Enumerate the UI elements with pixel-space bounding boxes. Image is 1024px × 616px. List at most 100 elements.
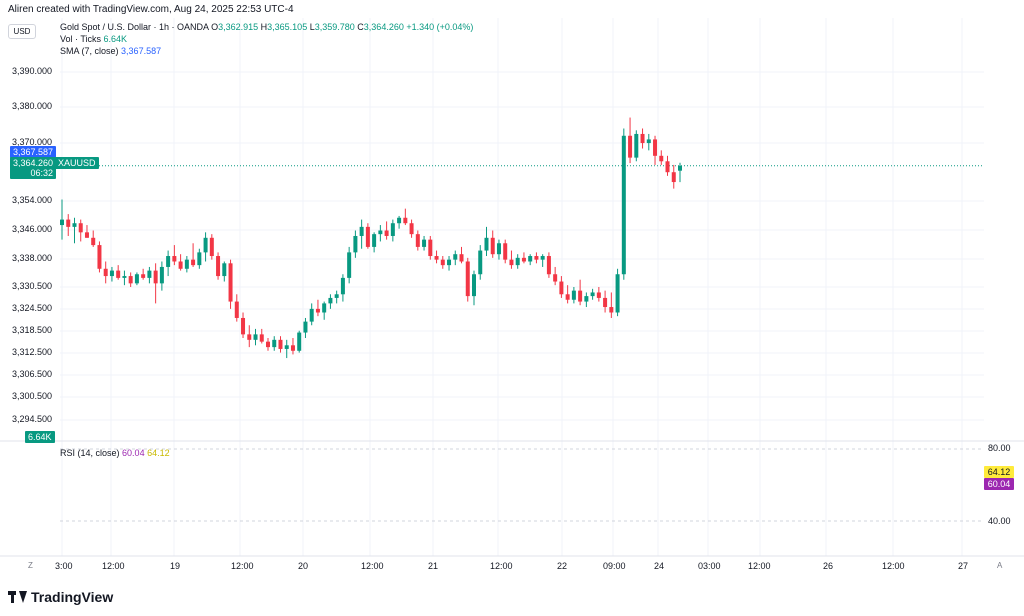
rsi-badge: 60.04 bbox=[984, 478, 1014, 490]
price-chart[interactable] bbox=[0, 0, 1024, 576]
candle-body bbox=[259, 334, 264, 342]
auto-scale-button[interactable]: A bbox=[997, 561, 1003, 570]
time-tick: 12:00 bbox=[882, 561, 905, 571]
credit-bar: Aliren created with TradingView.com, Aug… bbox=[0, 0, 1024, 18]
price-tick: 3,346.000 bbox=[12, 224, 53, 234]
candle-body bbox=[434, 256, 439, 260]
candle-body bbox=[284, 345, 289, 349]
candle-body bbox=[153, 270, 158, 284]
candle-body bbox=[590, 292, 595, 297]
candle-body bbox=[596, 292, 601, 298]
candle-body bbox=[203, 237, 208, 253]
symbol-name: Gold Spot / U.S. Dollar · 1h · OANDA bbox=[60, 22, 209, 32]
candle-body bbox=[166, 256, 171, 267]
candle-body bbox=[290, 345, 295, 351]
price-tick: 3,354.000 bbox=[12, 195, 53, 205]
timezone-button[interactable]: Z bbox=[28, 561, 33, 570]
candle-body bbox=[60, 219, 64, 226]
time-tick: 24 bbox=[654, 561, 665, 571]
candle-body bbox=[109, 270, 114, 277]
ohlc-low: 3,359.780 bbox=[314, 22, 355, 32]
candle-body bbox=[578, 290, 583, 302]
candle-body bbox=[403, 217, 408, 224]
rsi-ma-badge: 64.12 bbox=[984, 466, 1014, 478]
candle-body bbox=[515, 257, 520, 266]
candle-body bbox=[521, 257, 526, 262]
candle-body bbox=[303, 321, 308, 333]
price-tick: 3,370.000 bbox=[12, 137, 53, 147]
credit-text: Aliren created with TradingView.com, Aug… bbox=[8, 4, 294, 15]
candle-body bbox=[459, 254, 464, 262]
currency-button[interactable]: USD bbox=[8, 24, 36, 39]
volume-value: 6.64K bbox=[103, 34, 128, 44]
candle-body bbox=[122, 276, 127, 278]
last-price-badge: 3,364.260 bbox=[10, 157, 56, 169]
time-tick: 26 bbox=[823, 561, 834, 571]
time-tick: 21 bbox=[428, 561, 439, 571]
candle-body bbox=[565, 294, 570, 300]
candle-body bbox=[603, 297, 608, 308]
sma-label: SMA (7, close) bbox=[60, 46, 119, 56]
price-tick: 3,306.500 bbox=[12, 369, 53, 379]
tradingview-logo[interactable]: TradingView bbox=[8, 589, 113, 605]
candle-body bbox=[278, 339, 283, 349]
candle-body bbox=[84, 232, 89, 238]
candle-body bbox=[665, 161, 670, 173]
price-tick: 3,330.500 bbox=[12, 281, 53, 291]
candle-body bbox=[646, 139, 651, 144]
candle-body bbox=[628, 135, 633, 158]
ohlc-high: 3,365.105 bbox=[267, 22, 308, 32]
candle-body bbox=[465, 261, 470, 297]
candle-body bbox=[222, 263, 227, 277]
symbol-legend: Gold Spot / U.S. Dollar · 1h · OANDA O3,… bbox=[60, 22, 473, 32]
candle-body bbox=[159, 266, 164, 284]
candle-body bbox=[334, 294, 339, 298]
candle-body bbox=[472, 274, 476, 297]
candle-body bbox=[365, 226, 370, 247]
ohlc-close-label: C bbox=[357, 22, 364, 32]
candle-body bbox=[447, 259, 452, 266]
time-tick: 27 bbox=[958, 561, 969, 571]
ohlc-change: +1.340 (+0.04%) bbox=[406, 22, 474, 32]
price-tick: 3,312.500 bbox=[12, 347, 53, 357]
ohlc-open: 3,362.915 bbox=[218, 22, 259, 32]
symbol-tag: XAUUSD bbox=[55, 157, 99, 169]
candle-body bbox=[422, 239, 427, 247]
tradingview-logo-icon bbox=[8, 591, 27, 603]
candle-body bbox=[147, 270, 152, 278]
price-tick: 3,300.500 bbox=[12, 391, 53, 401]
time-tick: 12:00 bbox=[490, 561, 513, 571]
brand-name: TradingView bbox=[31, 589, 114, 605]
candle-body bbox=[91, 237, 96, 246]
candle-body bbox=[540, 256, 545, 260]
time-tick: 12:00 bbox=[361, 561, 384, 571]
candle-body bbox=[678, 165, 682, 171]
candle-body bbox=[390, 223, 395, 236]
candle-body bbox=[653, 139, 658, 156]
ohlc-close: 3,364.260 bbox=[363, 22, 404, 32]
price-tick: 3,318.500 bbox=[12, 325, 53, 335]
volume-label: Vol · Ticks bbox=[60, 34, 102, 44]
candle-body bbox=[191, 259, 196, 266]
candle-body bbox=[546, 256, 551, 275]
candle-body bbox=[359, 226, 364, 236]
price-tick: 3,294.500 bbox=[12, 414, 53, 424]
candle-body bbox=[478, 250, 483, 275]
candle-body bbox=[534, 256, 539, 260]
sma-value: 3,367.587 bbox=[121, 46, 162, 56]
candle-body bbox=[640, 133, 645, 144]
candle-body bbox=[97, 245, 102, 269]
candle-body bbox=[253, 334, 258, 340]
candle-body bbox=[571, 290, 576, 300]
candle-body bbox=[322, 303, 327, 313]
rsi-axis-top: 80.00 bbox=[988, 443, 1011, 453]
candle-body bbox=[553, 274, 558, 282]
candle-body bbox=[378, 230, 383, 235]
candle-body bbox=[528, 256, 533, 262]
candle-body bbox=[353, 235, 358, 253]
ohlc-open-label: O bbox=[211, 22, 219, 32]
rsi-legend: RSI (14, close) 60.04 64.12 bbox=[60, 448, 170, 458]
candle-body bbox=[509, 259, 514, 266]
candle-body bbox=[347, 252, 352, 278]
candle-body bbox=[172, 256, 177, 262]
